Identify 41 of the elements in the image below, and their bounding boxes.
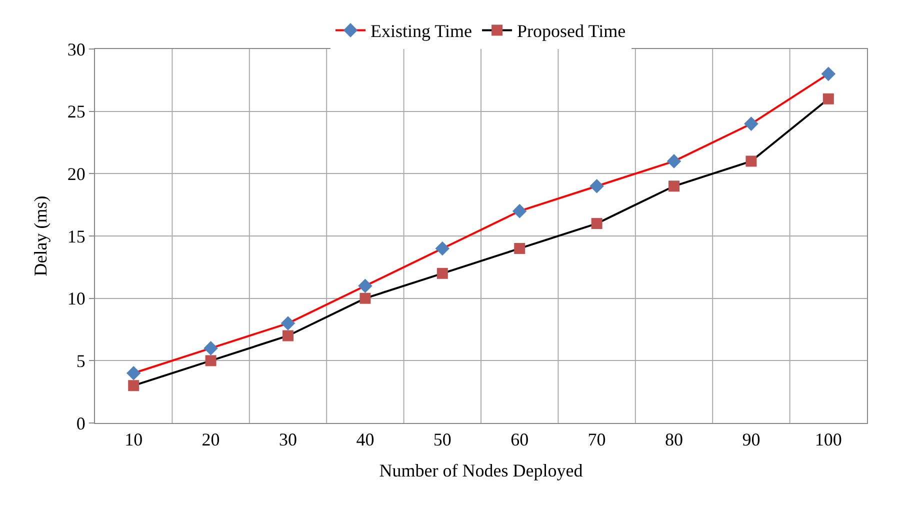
point [744, 116, 758, 131]
point [666, 154, 682, 168]
x-tick-label: 90 [742, 430, 760, 450]
point [128, 380, 140, 392]
y-tick-label: 30 [67, 39, 86, 60]
point [590, 178, 604, 194]
y-tick-label: 0 [76, 413, 86, 434]
point [435, 241, 450, 256]
point [205, 355, 216, 366]
x-axis-title: Number of Nodes Deployed [379, 460, 583, 481]
x-tick-label: 10 [124, 430, 143, 450]
y-tick-label: 10 [67, 288, 86, 309]
y-tick-label: 25 [67, 102, 86, 122]
point [360, 292, 371, 304]
x-tick-label: 80 [665, 430, 683, 450]
point [204, 341, 218, 356]
y-tick-label: 5 [76, 350, 86, 371]
point [822, 93, 834, 104]
point [746, 156, 757, 167]
x-tick-label: 40 [356, 430, 374, 450]
x-tick-label: 20 [202, 430, 220, 450]
x-tick-label: 70 [588, 430, 606, 450]
x-tick-label: 50 [433, 430, 452, 450]
point [282, 330, 294, 342]
point [668, 180, 680, 192]
point [591, 218, 602, 230]
y-tick-label: 15 [67, 226, 86, 246]
point [280, 316, 296, 330]
y-tick-label: 20 [67, 164, 86, 184]
x-tick-label: 100 [814, 430, 842, 450]
legend-label: Proposed Time [517, 21, 626, 42]
x-tick-label: 60 [510, 430, 529, 450]
point [358, 278, 372, 294]
point [514, 242, 526, 254]
point [512, 204, 527, 218]
x-tick-label: 30 [279, 430, 297, 450]
point [126, 366, 141, 380]
point [821, 66, 836, 82]
y-axis-title: Delay (ms) [30, 196, 51, 276]
point [436, 268, 448, 279]
legend-label: Existing Time [370, 21, 472, 42]
